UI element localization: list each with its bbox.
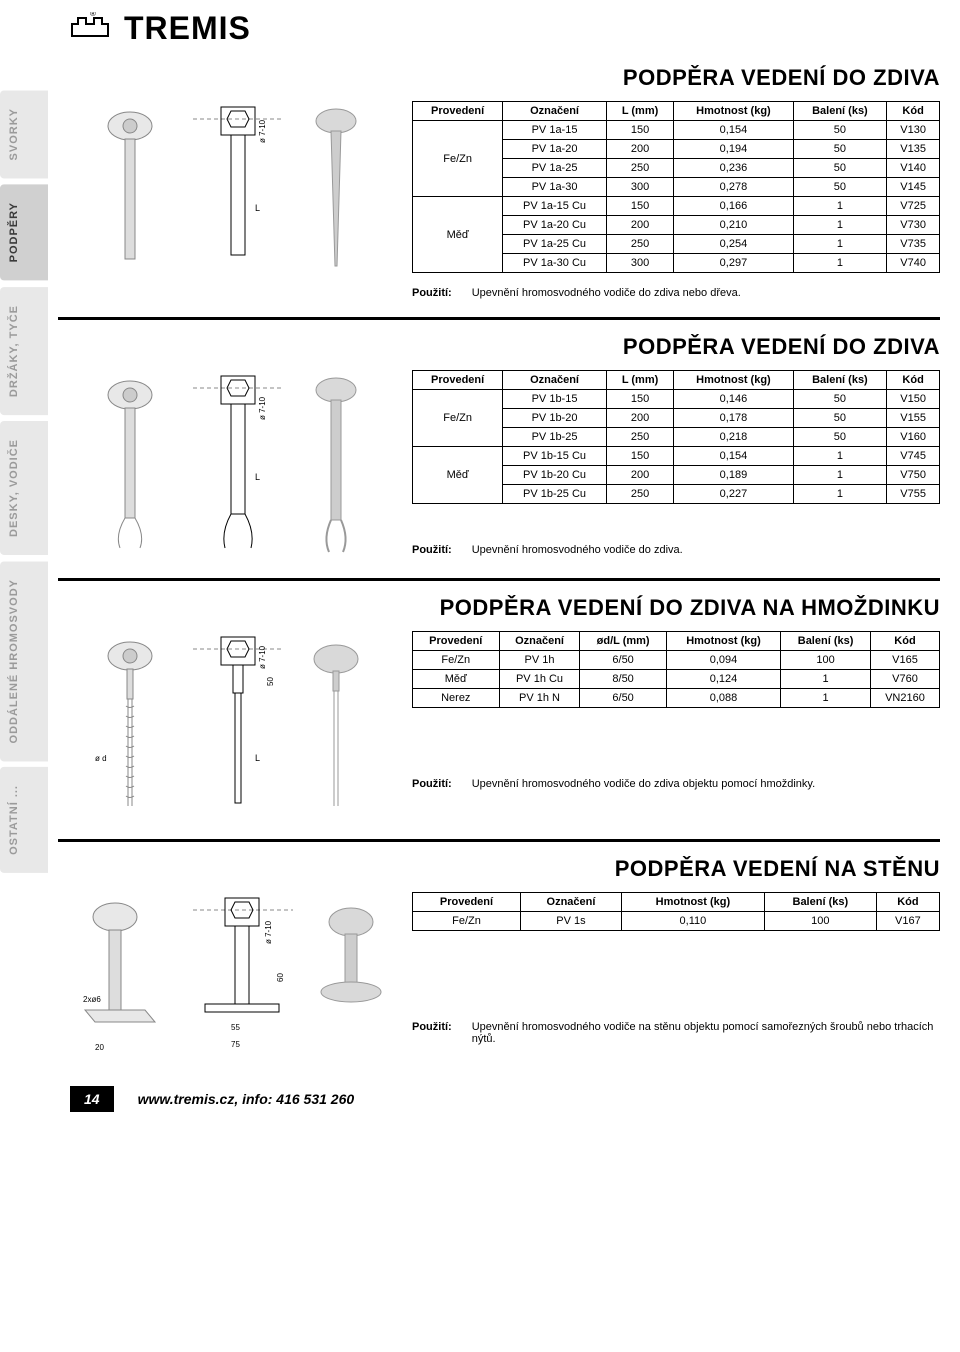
- divider: [58, 317, 940, 320]
- side-category-tabs: SVORKY PODPĚRY DRŽÁKY, TYČE DESKY, VODIČ…: [0, 0, 48, 1136]
- section-4-title: PODPĚRA VEDENÍ NA STĚNU: [58, 856, 940, 882]
- svg-text:ø 7-10: ø 7-10: [258, 645, 267, 669]
- col-baleni: Balení (ks): [793, 102, 887, 121]
- footer-text: www.tremis.cz, info: 416 531 260: [138, 1091, 355, 1107]
- section-2-table: Provedení Označení L (mm) Hmotnost (kg) …: [412, 370, 940, 504]
- page-content: ® TREMIS PODPĚRA VEDENÍ DO ZDIVA: [48, 0, 960, 1136]
- section-4-use: Použití: Upevnění hromosvodného vodiče n…: [412, 1021, 940, 1045]
- section-4-table: Provedení Označení Hmotnost (kg) Balení …: [412, 892, 940, 931]
- svg-text:60: 60: [276, 973, 285, 982]
- section-3-use: Použití: Upevnění hromosvodného vodiče d…: [412, 778, 940, 790]
- svg-text:L: L: [255, 753, 260, 763]
- page-footer: 14 www.tremis.cz, info: 416 531 260: [58, 1086, 940, 1126]
- svg-text:75: 75: [231, 1040, 240, 1049]
- drawing-4-iso-icon: 2xø6 20: [65, 892, 175, 1062]
- col-oznaceni: Označení: [503, 102, 607, 121]
- section-1-use: Použití: Upevnění hromosvodného vodiče d…: [412, 287, 940, 299]
- section-2-drawing: ø 7-10 L: [58, 370, 398, 560]
- drawing-3-photo-icon: [301, 631, 371, 821]
- brand-logo: ® TREMIS: [58, 10, 940, 47]
- svg-text:ø 7-10: ø 7-10: [258, 396, 267, 420]
- section-4: PODPĚRA VEDENÍ NA STĚNU 2xø6 20: [58, 856, 940, 1062]
- use-label: Použití:: [412, 778, 452, 790]
- section-1-drawing: ø 7-10 L: [58, 101, 398, 271]
- group-label: Měď: [413, 197, 503, 273]
- brand-name: TREMIS: [124, 10, 251, 47]
- section-1-table: Provedení Označení L (mm) Hmotnost (kg) …: [412, 101, 940, 273]
- drawing-1-front-icon: ø 7-10 L: [183, 101, 293, 271]
- use-text: Upevnění hromosvodného vodiče do zdiva.: [472, 544, 683, 556]
- section-2-title: PODPĚRA VEDENÍ DO ZDIVA: [58, 334, 940, 360]
- col-provedeni: Provedení: [413, 102, 503, 121]
- svg-text:2xø6: 2xø6: [83, 995, 101, 1004]
- section-2-use: Použití: Upevnění hromosvodného vodiče d…: [412, 544, 940, 556]
- use-text: Upevnění hromosvodného vodiče na stěnu o…: [472, 1021, 940, 1045]
- drawing-2-front-icon: ø 7-10 L: [183, 370, 293, 560]
- use-text: Upevnění hromosvodného vodiče do zdiva o…: [472, 778, 815, 790]
- drawing-1-photo-icon: [301, 101, 371, 271]
- svg-text:55: 55: [231, 1023, 240, 1032]
- col-kod: Kód: [887, 102, 940, 121]
- use-label: Použití:: [412, 1021, 452, 1045]
- table-header-row: Provedení Označení ød/L (mm) Hmotnost (k…: [413, 632, 940, 651]
- divider: [58, 839, 940, 842]
- section-1: PODPĚRA VEDENÍ DO ZDIVA ø 7-10 L: [58, 65, 940, 299]
- drawing-4-front-icon: ø 7-10 60 55 75: [183, 892, 303, 1062]
- table-row: Fe/ZnPV 1a-151500,15450V130: [413, 121, 940, 140]
- col-hmotnost: Hmotnost (kg): [674, 102, 793, 121]
- table-header-row: Provedení Označení L (mm) Hmotnost (kg) …: [413, 102, 940, 121]
- svg-text:ø d: ø d: [95, 754, 107, 763]
- drawing-2-photo-icon: [301, 370, 371, 560]
- use-label: Použití:: [412, 544, 452, 556]
- section-3-title: PODPĚRA VEDENÍ DO ZDIVA NA HMOŽDINKU: [58, 595, 940, 621]
- drawing-3-iso-icon: ø d: [85, 631, 175, 821]
- section-3: PODPĚRA VEDENÍ DO ZDIVA NA HMOŽDINKU ø d: [58, 595, 940, 821]
- section-2: PODPĚRA VEDENÍ DO ZDIVA: [58, 334, 940, 560]
- table-row: NerezPV 1h N6/500,0881VN2160: [413, 689, 940, 708]
- drawing-1-iso-icon: [85, 101, 175, 271]
- use-text: Upevnění hromosvodného vodiče do zdiva n…: [472, 287, 741, 299]
- section-1-title: PODPĚRA VEDENÍ DO ZDIVA: [58, 65, 940, 91]
- table-row: Fe/ZnPV 1b-151500,14650V150: [413, 390, 940, 409]
- tab-svorky[interactable]: SVORKY: [0, 90, 48, 178]
- table-header-row: Provedení Označení L (mm) Hmotnost (kg) …: [413, 371, 940, 390]
- tab-hromosvody[interactable]: ODDÁLENÉ HROMOSVODY: [0, 561, 48, 761]
- logo-mark-icon: ®: [68, 12, 112, 46]
- page-number: 14: [70, 1086, 114, 1112]
- use-label: Použití:: [412, 287, 452, 299]
- drawing-3-front-icon: ø 7-10 50 L: [183, 631, 293, 821]
- table-header-row: Provedení Označení Hmotnost (kg) Balení …: [413, 893, 940, 912]
- svg-text:20: 20: [95, 1043, 104, 1052]
- svg-text:ø 7-10: ø 7-10: [258, 119, 267, 143]
- svg-text:L: L: [255, 203, 260, 213]
- col-l: L (mm): [606, 102, 673, 121]
- section-3-drawing: ø d ø 7-10 50 L: [58, 631, 398, 821]
- table-row: MěďPV 1b-15 Cu1500,1541V745: [413, 447, 940, 466]
- svg-text:L: L: [255, 472, 260, 482]
- section-4-drawing: 2xø6 20 ø 7-10 60 55 75: [58, 892, 398, 1062]
- drawing-4-photo-icon: [311, 892, 391, 1062]
- drawing-2-iso-icon: [85, 370, 175, 560]
- tab-desky[interactable]: DESKY, VODIČE: [0, 421, 48, 555]
- table-row: Fe/ZnPV 1h6/500,094100V165: [413, 651, 940, 670]
- svg-text:50: 50: [266, 677, 275, 686]
- divider: [58, 578, 940, 581]
- tab-podpery[interactable]: PODPĚRY: [0, 184, 48, 280]
- tab-ostatni[interactable]: OSTATNÍ ...: [0, 767, 48, 873]
- table-row: MěďPV 1h Cu8/500,1241V760: [413, 670, 940, 689]
- section-3-table: Provedení Označení ød/L (mm) Hmotnost (k…: [412, 631, 940, 708]
- svg-text:®: ®: [90, 12, 96, 18]
- table-row: Fe/ZnPV 1s0,110100V167: [413, 912, 940, 931]
- group-label: Fe/Zn: [413, 121, 503, 197]
- tab-drzaky[interactable]: DRŽÁKY, TYČE: [0, 287, 48, 415]
- table-row: MěďPV 1a-15 Cu1500,1661V725: [413, 197, 940, 216]
- svg-text:ø 7-10: ø 7-10: [264, 920, 273, 944]
